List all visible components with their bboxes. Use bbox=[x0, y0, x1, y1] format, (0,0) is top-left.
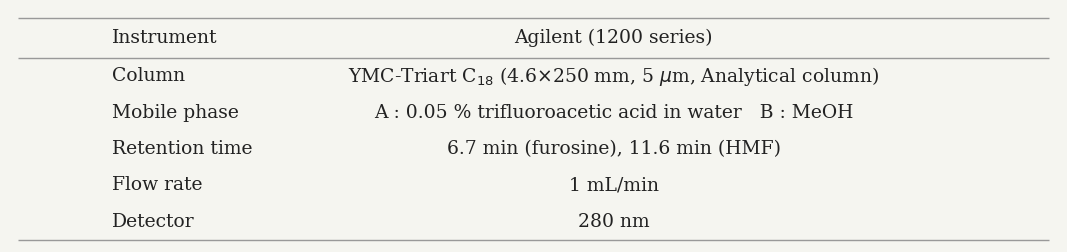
Text: Retention time: Retention time bbox=[112, 140, 253, 158]
Text: A : 0.05 % trifluoroacetic acid in water   B : MeOH: A : 0.05 % trifluoroacetic acid in water… bbox=[373, 104, 854, 122]
Text: Agilent (1200 series): Agilent (1200 series) bbox=[514, 29, 713, 47]
Text: Mobile phase: Mobile phase bbox=[112, 104, 239, 122]
Text: Detector: Detector bbox=[112, 213, 194, 231]
Text: 280 nm: 280 nm bbox=[577, 213, 650, 231]
Text: Instrument: Instrument bbox=[112, 29, 218, 47]
Text: 6.7 min (furosine), 11.6 min (HMF): 6.7 min (furosine), 11.6 min (HMF) bbox=[446, 140, 781, 158]
Text: Flow rate: Flow rate bbox=[112, 176, 203, 194]
Text: 1 mL/min: 1 mL/min bbox=[569, 176, 658, 194]
Text: YMC-Triart C$_{18}$ (4.6$\times$250 mm, 5 $\mu$m, Analytical column): YMC-Triart C$_{18}$ (4.6$\times$250 mm, … bbox=[348, 65, 879, 88]
Text: Column: Column bbox=[112, 67, 186, 85]
